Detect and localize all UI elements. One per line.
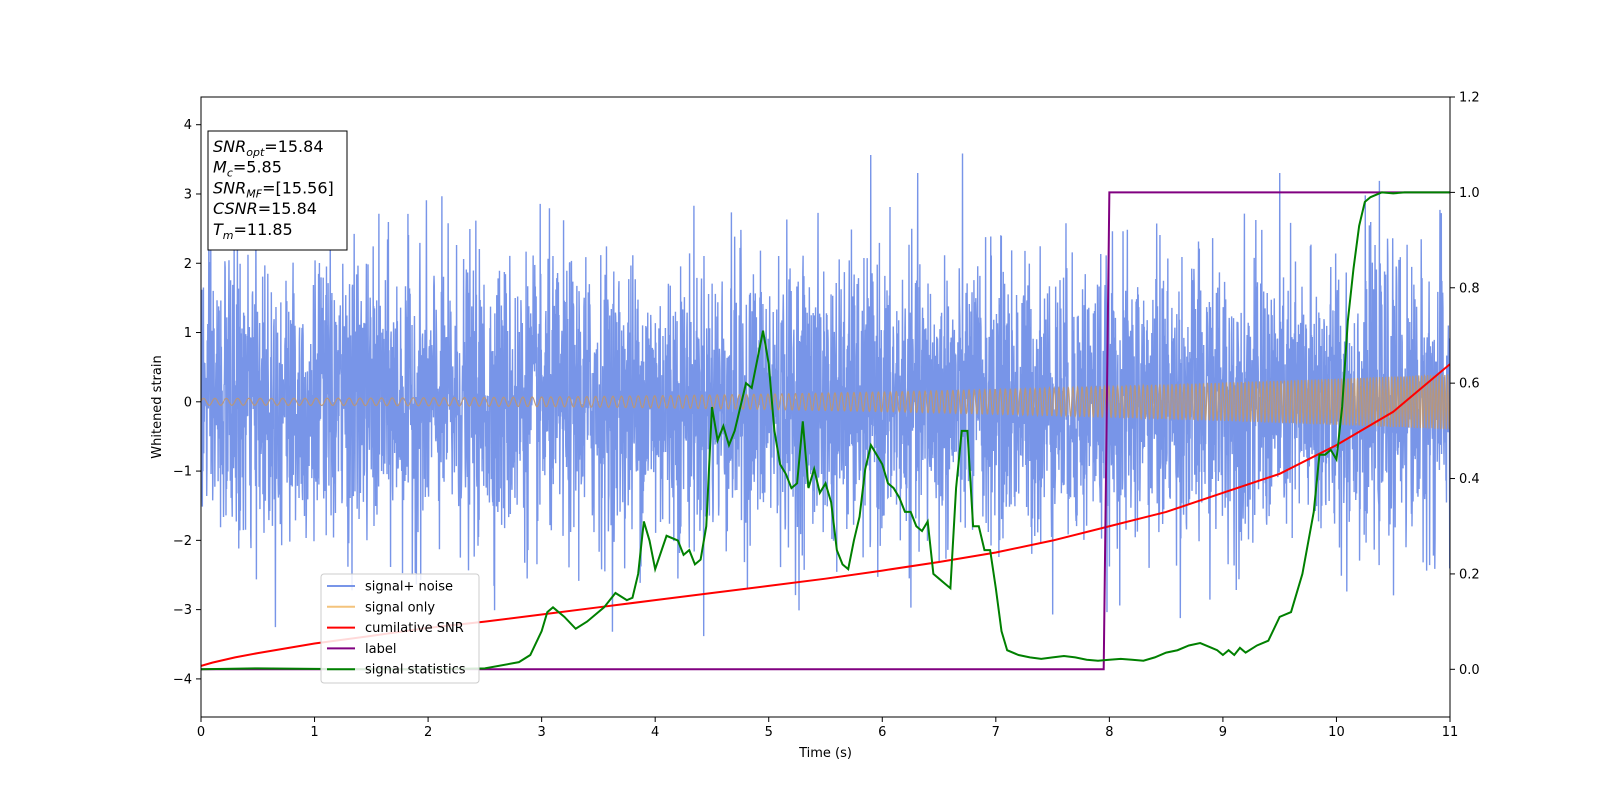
y-tick-label: 0 xyxy=(184,395,192,410)
series-layer xyxy=(201,153,1450,671)
y2-tick-label: 0.2 xyxy=(1459,567,1480,582)
series-signal-only xyxy=(201,373,1450,431)
annotation-subscript: opt xyxy=(246,146,265,159)
annotation-line: Mc=5.85 xyxy=(213,158,282,180)
annotation-subscript: m xyxy=(223,229,234,242)
annotation-value: =15.84 xyxy=(258,199,317,218)
y2-tick-label: 0.8 xyxy=(1459,281,1480,296)
x-tick-label: 6 xyxy=(878,725,886,740)
y-tick-label: −2 xyxy=(173,534,192,549)
annotation-line: SNRMF=[15.56] xyxy=(213,178,334,200)
series-cumulative-snr xyxy=(201,363,1450,667)
y-axis-label: Whitened strain xyxy=(150,355,165,458)
y-tick-label: 3 xyxy=(184,187,192,202)
y-tick-label: 1 xyxy=(184,326,192,341)
x-tick-label: 11 xyxy=(1442,725,1459,740)
annotation-value: =11.85 xyxy=(234,220,293,239)
axes-layer: 0 1 2 3 4 5 6 7 8 9 10 11 −4 −3 −2 −1 0 1 2 3 4 0.0 0.2 0.4 0.6 0… xyxy=(173,91,1480,741)
annotation-box: SNRopt=15.84Mc=5.85SNRMF=[15.56]CSNR=15.… xyxy=(207,130,348,251)
legend-label: signal only xyxy=(365,600,435,615)
annotation-line: SNRopt=15.84 xyxy=(213,137,324,159)
x-tick-label: 2 xyxy=(424,725,432,740)
x-tick-label: 3 xyxy=(537,725,545,740)
legend-frame xyxy=(320,573,480,684)
annotation-value: =[15.56] xyxy=(262,178,334,197)
legend-label: cumilative SNR xyxy=(365,621,464,636)
y-tick-label: −1 xyxy=(173,465,192,480)
annotation-frame xyxy=(207,130,348,251)
annotation-subscript: MF xyxy=(246,187,262,200)
annotation-symbol: SNR xyxy=(213,178,246,197)
legend: signal+ noise signal only cumilative SNR la… xyxy=(320,573,480,684)
y2-tick-label: 0.6 xyxy=(1459,377,1480,392)
y-tick-label: −4 xyxy=(173,672,192,687)
annotation-symbol: M xyxy=(213,158,227,177)
legend-label: label xyxy=(365,642,396,657)
y2-tick-label: 1.2 xyxy=(1459,91,1480,106)
annotation-symbol: T xyxy=(213,220,224,239)
annotation-symbol: SNR xyxy=(213,137,246,156)
series-label xyxy=(201,191,1450,671)
y2-tick-label: 1.0 xyxy=(1459,186,1480,201)
y-tick-label: 4 xyxy=(184,118,192,133)
annotation-line: Tm=11.85 xyxy=(213,220,293,242)
x-tick-label: 7 xyxy=(992,725,1000,740)
x-tick-label: 10 xyxy=(1328,725,1345,740)
x-tick-label: 9 xyxy=(1219,725,1227,740)
x-tick-label: 8 xyxy=(1105,725,1113,740)
x-tick-label: 1 xyxy=(310,725,318,740)
y-tick-label: −3 xyxy=(173,603,192,618)
y-tick-label: 2 xyxy=(184,257,192,272)
x-tick-label: 5 xyxy=(765,725,773,740)
y2-tick-label: 0.4 xyxy=(1459,472,1480,487)
annotation-value: =5.85 xyxy=(233,158,282,177)
annotation-value: =15.84 xyxy=(264,137,323,156)
x-axis-label: Time (s) xyxy=(798,746,852,761)
x-tick-label: 4 xyxy=(651,725,659,740)
legend-label: signal+ noise xyxy=(365,580,453,595)
legend-label: signal statistics xyxy=(365,663,466,678)
y2-tick-label: 0.0 xyxy=(1459,663,1480,678)
series-signal-statistics xyxy=(201,191,1450,671)
plot-frame xyxy=(200,96,1451,718)
annotation-line: CSNR=15.84 xyxy=(213,199,317,218)
annotation-subscript: c xyxy=(227,167,233,180)
x-tick-label: 0 xyxy=(197,725,205,740)
annotation-symbol: CSNR xyxy=(213,199,258,218)
